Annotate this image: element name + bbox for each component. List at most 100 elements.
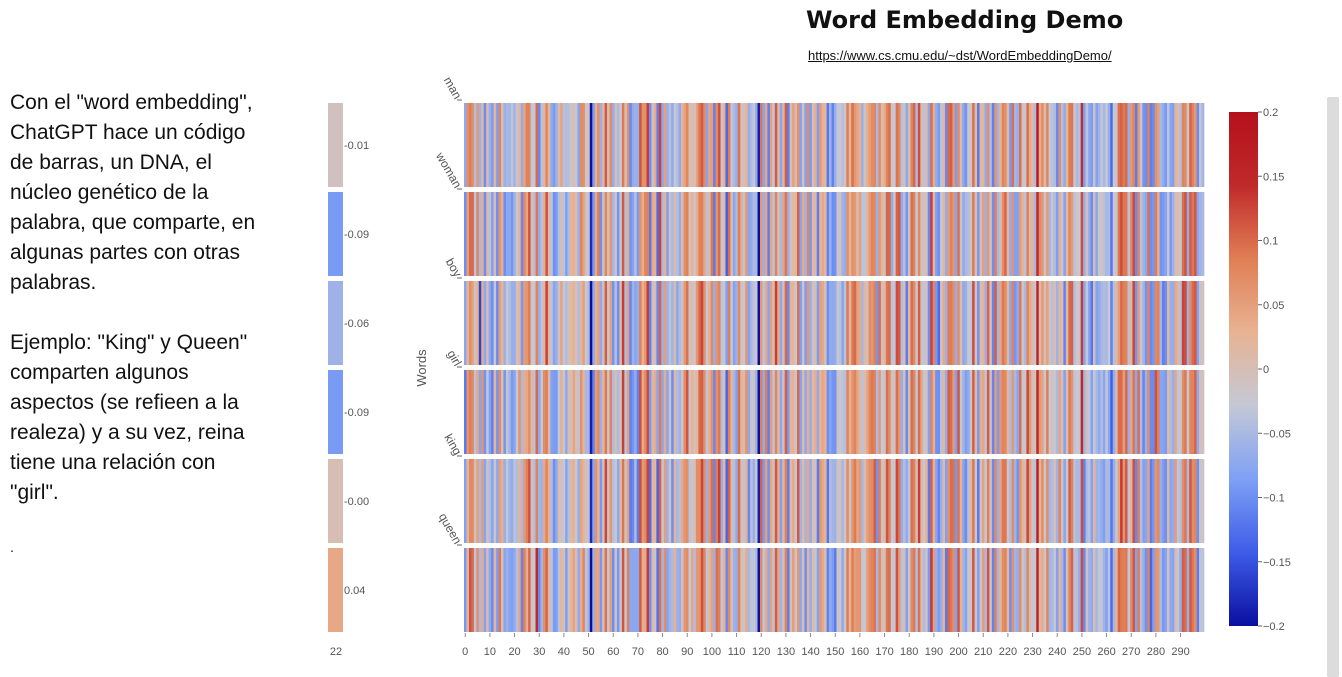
heatmap-cell xyxy=(528,281,531,365)
heatmap-cell xyxy=(1023,548,1027,632)
heatmap-cell xyxy=(1147,192,1151,276)
heatmap-cell xyxy=(1070,370,1074,454)
heatmap-cell xyxy=(903,281,906,365)
heatmap-cell xyxy=(782,459,786,543)
heatmap-cell xyxy=(1006,370,1010,454)
heatmap-cell xyxy=(1016,548,1020,632)
heatmap-cell xyxy=(468,281,472,365)
heatmap-cell xyxy=(979,192,983,276)
heatmap-cell xyxy=(508,103,512,187)
heatmap-cell xyxy=(510,103,514,187)
heatmap-cell xyxy=(747,548,751,632)
heatmap-cell xyxy=(486,103,490,187)
heatmap-cell xyxy=(974,281,978,365)
heatmap-cell xyxy=(1016,103,1020,187)
heatmap-cell xyxy=(491,103,494,187)
heatmap-cell xyxy=(705,548,709,632)
heatmap-cell xyxy=(1063,103,1067,187)
heatmap-cell xyxy=(952,103,956,187)
heatmap-cell xyxy=(888,459,892,543)
heatmap-cell xyxy=(1132,103,1136,187)
heatmap-cell xyxy=(1009,192,1012,276)
heatmap-cell xyxy=(547,281,551,365)
heatmap-cell xyxy=(880,548,884,632)
heatmap-cell xyxy=(1201,370,1205,454)
heatmap-cell xyxy=(932,370,936,454)
heatmap-cell xyxy=(1068,548,1072,632)
heatmap-cell xyxy=(957,459,961,543)
x-tick-label: 270 xyxy=(1122,646,1140,658)
heatmap-cell xyxy=(782,370,786,454)
heatmap-cell xyxy=(1127,192,1131,276)
heatmap-cell xyxy=(760,548,763,632)
heatmap-cell xyxy=(999,103,1003,187)
heatmap-cell xyxy=(686,192,689,276)
heatmap-cell xyxy=(843,370,847,454)
heatmap-cell xyxy=(1181,192,1185,276)
heatmap-cell xyxy=(984,103,988,187)
heatmap-cell xyxy=(703,459,707,543)
heatmap-cell xyxy=(515,370,519,454)
heatmap-cell xyxy=(483,548,487,632)
heatmap-cell xyxy=(866,281,869,365)
x-tick-label: 230 xyxy=(1023,646,1041,658)
heatmap-cell xyxy=(1056,103,1059,187)
heatmap-cell xyxy=(991,192,995,276)
heatmap-cell xyxy=(575,548,578,632)
heatmap-cell xyxy=(945,103,948,187)
heatmap-cell xyxy=(1001,281,1005,365)
heatmap-cell xyxy=(727,281,731,365)
heatmap-cell xyxy=(935,281,938,365)
heatmap-cell xyxy=(587,459,591,543)
heatmap-cell xyxy=(1001,459,1005,543)
heatmap-cell xyxy=(594,103,598,187)
heatmap-cell xyxy=(1033,192,1037,276)
heatmap-cell xyxy=(789,459,793,543)
heatmap-cell xyxy=(626,459,630,543)
heatmap-cell xyxy=(626,370,630,454)
heatmap-cell xyxy=(969,103,973,187)
x-tick-label: 140 xyxy=(801,646,819,658)
heatmap-cell xyxy=(797,548,800,632)
source-link[interactable]: https://www.cs.cmu.edu/~dst/WordEmbeddin… xyxy=(808,48,1112,63)
x-tick-label: 260 xyxy=(1097,646,1115,658)
heatmap-cell xyxy=(834,192,837,276)
heatmap-cell xyxy=(853,459,857,543)
heatmap-cell xyxy=(688,103,692,187)
heatmap-cell xyxy=(688,192,692,276)
heatmap-cell xyxy=(464,459,467,543)
heatmap-cell xyxy=(703,192,707,276)
heatmap-cell xyxy=(1068,281,1072,365)
heatmap-cell xyxy=(636,370,640,454)
heatmap-cell xyxy=(1063,459,1067,543)
heatmap-cell xyxy=(636,103,640,187)
heatmap-cell xyxy=(1194,548,1197,632)
page-title: Word Embedding Demo xyxy=(806,6,1124,34)
heatmap-cell xyxy=(816,103,820,187)
heatmap-cell xyxy=(486,459,490,543)
heatmap-cell xyxy=(787,103,790,187)
heatmap-cell xyxy=(1046,281,1049,365)
heatmap-cell xyxy=(848,370,852,454)
heatmap-cell xyxy=(848,281,852,365)
heatmap-cell xyxy=(1176,370,1180,454)
heatmap-cell xyxy=(468,370,472,454)
heatmap-cell xyxy=(493,192,497,276)
heatmap-cell xyxy=(757,370,761,454)
heatmap-cell xyxy=(856,103,860,187)
heatmap-cell xyxy=(1196,103,1200,187)
heatmap-cell xyxy=(1056,459,1059,543)
heatmap-cell xyxy=(801,103,805,187)
heatmap-cell xyxy=(1056,192,1059,276)
heatmap-cell xyxy=(821,192,825,276)
heatmap-cell xyxy=(555,370,559,454)
heatmap-cell xyxy=(464,192,467,276)
heatmap-cell xyxy=(1154,103,1158,187)
scrollbar[interactable] xyxy=(1327,97,1339,677)
heatmap-cell xyxy=(1075,459,1079,543)
heatmap-cell xyxy=(1036,459,1040,543)
heatmap-cell xyxy=(681,370,684,454)
heatmap-cell xyxy=(1149,459,1153,543)
heatmap-cell xyxy=(651,370,655,454)
heatmap-cell xyxy=(1105,192,1109,276)
